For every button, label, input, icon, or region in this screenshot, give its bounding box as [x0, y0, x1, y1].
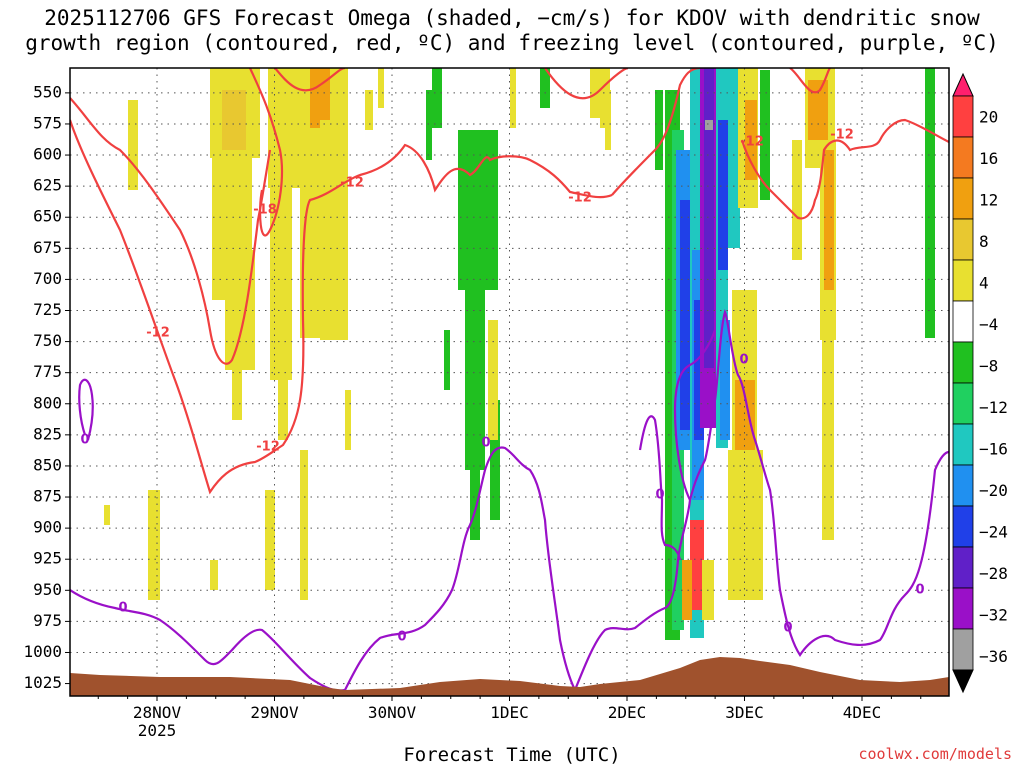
title-line-2: growth region (contoured, red, ºC) and f…: [25, 31, 999, 55]
terrain: [70, 657, 949, 696]
colorbar-tick-label: −24: [979, 523, 1008, 542]
colorbar-swatch: [952, 136, 974, 179]
y-tick-label: 975: [33, 611, 62, 630]
colorbar-swatch: [952, 464, 974, 507]
colorbar-tick-label: 12: [979, 191, 998, 210]
x-tick-label: 29NOV: [250, 703, 299, 722]
colorbar-swatch: [952, 505, 974, 548]
y-tick-label: 700: [33, 269, 62, 288]
x-tick-label: 4DEC: [843, 703, 882, 722]
freezing-contour-label: 0: [655, 488, 664, 503]
x-axis-label: Forecast Time (UTC): [403, 744, 621, 766]
x-tick-label: 2DEC: [608, 703, 647, 722]
freezing-contour-label: 0: [118, 601, 127, 616]
colorbar-tick-label: −28: [979, 564, 1008, 583]
freezing-contour-label: 0: [783, 621, 792, 636]
x-tick-label: 30NOV: [368, 703, 417, 722]
y-tick-label: 675: [33, 238, 62, 257]
x-tick-label: 3DEC: [725, 703, 764, 722]
colorbar-tick-label: 8: [979, 232, 989, 251]
colorbar-tick-label: −4: [979, 315, 998, 334]
contours: [70, 68, 949, 692]
contour-labels: -12 -18 -12 -12 -12 -12 -12 0 0 0 0 0 0 0 0: [80, 128, 924, 645]
colorbar-tick-label: −20: [979, 481, 1008, 500]
y-tick-label: 925: [33, 549, 62, 568]
y-tick-label: 825: [33, 424, 62, 443]
colorbar-swatch: [952, 341, 974, 384]
colorbar-swatch: [952, 423, 974, 466]
colorbar-tick-label: −32: [979, 606, 1008, 625]
y-tick-label: 600: [33, 145, 62, 164]
colorbar-swatch: [952, 259, 974, 302]
freezing-contour-label: 0: [739, 353, 748, 368]
colorbar-swatch: [952, 300, 974, 343]
colorbar-swatch: [952, 382, 974, 425]
colorbar-tick-label: 4: [979, 274, 989, 293]
x-tick-label: 1DEC: [490, 703, 529, 722]
freezing-contour-label: 0: [915, 583, 924, 598]
colorbar: 20 16 12 8 4 −4 −8 −12 −16 −20 −24 −28 −32 −36: [952, 72, 1008, 694]
y-tick-label: 550: [33, 82, 62, 101]
colorbar-tick-label: 16: [979, 149, 998, 168]
dgz-contour-label: -12: [830, 128, 854, 143]
colorbar-tick-label: −12: [979, 398, 1008, 417]
colorbar-tick-label: −36: [979, 647, 1008, 666]
dgz-contour-label: -12: [256, 440, 280, 455]
freezing-contour-label: 0: [481, 436, 490, 451]
y-tick-label: 875: [33, 487, 62, 506]
dgz-contour-label: -12: [340, 176, 364, 191]
y-tick-label: 800: [33, 393, 62, 412]
y-tick-label: 625: [33, 176, 62, 195]
colorbar-tick-label: −8: [979, 357, 998, 376]
grid: [70, 68, 949, 696]
y-tick-label: 775: [33, 362, 62, 381]
colorbar-swatch: [952, 177, 974, 220]
x-tick-label: 2025: [138, 721, 177, 740]
colorbar-bottom-arrow: [952, 669, 974, 694]
colorbar-swatch: [952, 95, 974, 138]
title-line-1: 2025112706 GFS Forecast Omega (shaded, −…: [44, 6, 980, 30]
freezing-contour-label: 0: [80, 433, 89, 448]
y-tick-label: 650: [33, 207, 62, 226]
y-tick-label: 1000: [23, 642, 62, 661]
colorbar-swatch: [952, 546, 974, 589]
dgz-contour-label: -12: [568, 191, 592, 206]
colorbar-tick-label: 20: [979, 108, 998, 127]
x-tick-label: 28NOV: [133, 703, 182, 722]
y-tick-label: 750: [33, 331, 62, 350]
omega-shading: [104, 68, 935, 640]
y-tick-label: 900: [33, 518, 62, 537]
freezing-contour-label: 0: [397, 630, 406, 645]
colorbar-swatch: [952, 628, 974, 671]
colorbar-swatch: [952, 587, 974, 630]
y-tick-label: 725: [33, 300, 62, 319]
colorbar-top-arrow: [952, 72, 974, 97]
y-tick-label: 1025: [23, 673, 62, 692]
dgz-contour-label: -18: [253, 203, 277, 218]
dgz-contour-label: -12: [740, 135, 764, 150]
colorbar-swatch: [952, 218, 974, 261]
dgz-contour-label: -12: [146, 326, 170, 341]
chart-title: 2025112706 GFS Forecast Omega (shaded, −…: [0, 6, 1024, 56]
y-axis: 550 575 600 625 650 675 700 725 750 775 800 825 850 8…: [23, 82, 70, 692]
colorbar-tick-label: −16: [979, 440, 1008, 459]
y-tick-label: 950: [33, 580, 62, 599]
y-tick-label: 850: [33, 455, 62, 474]
credit-link[interactable]: coolwx.com/models: [858, 745, 1012, 763]
y-tick-label: 575: [33, 113, 62, 132]
